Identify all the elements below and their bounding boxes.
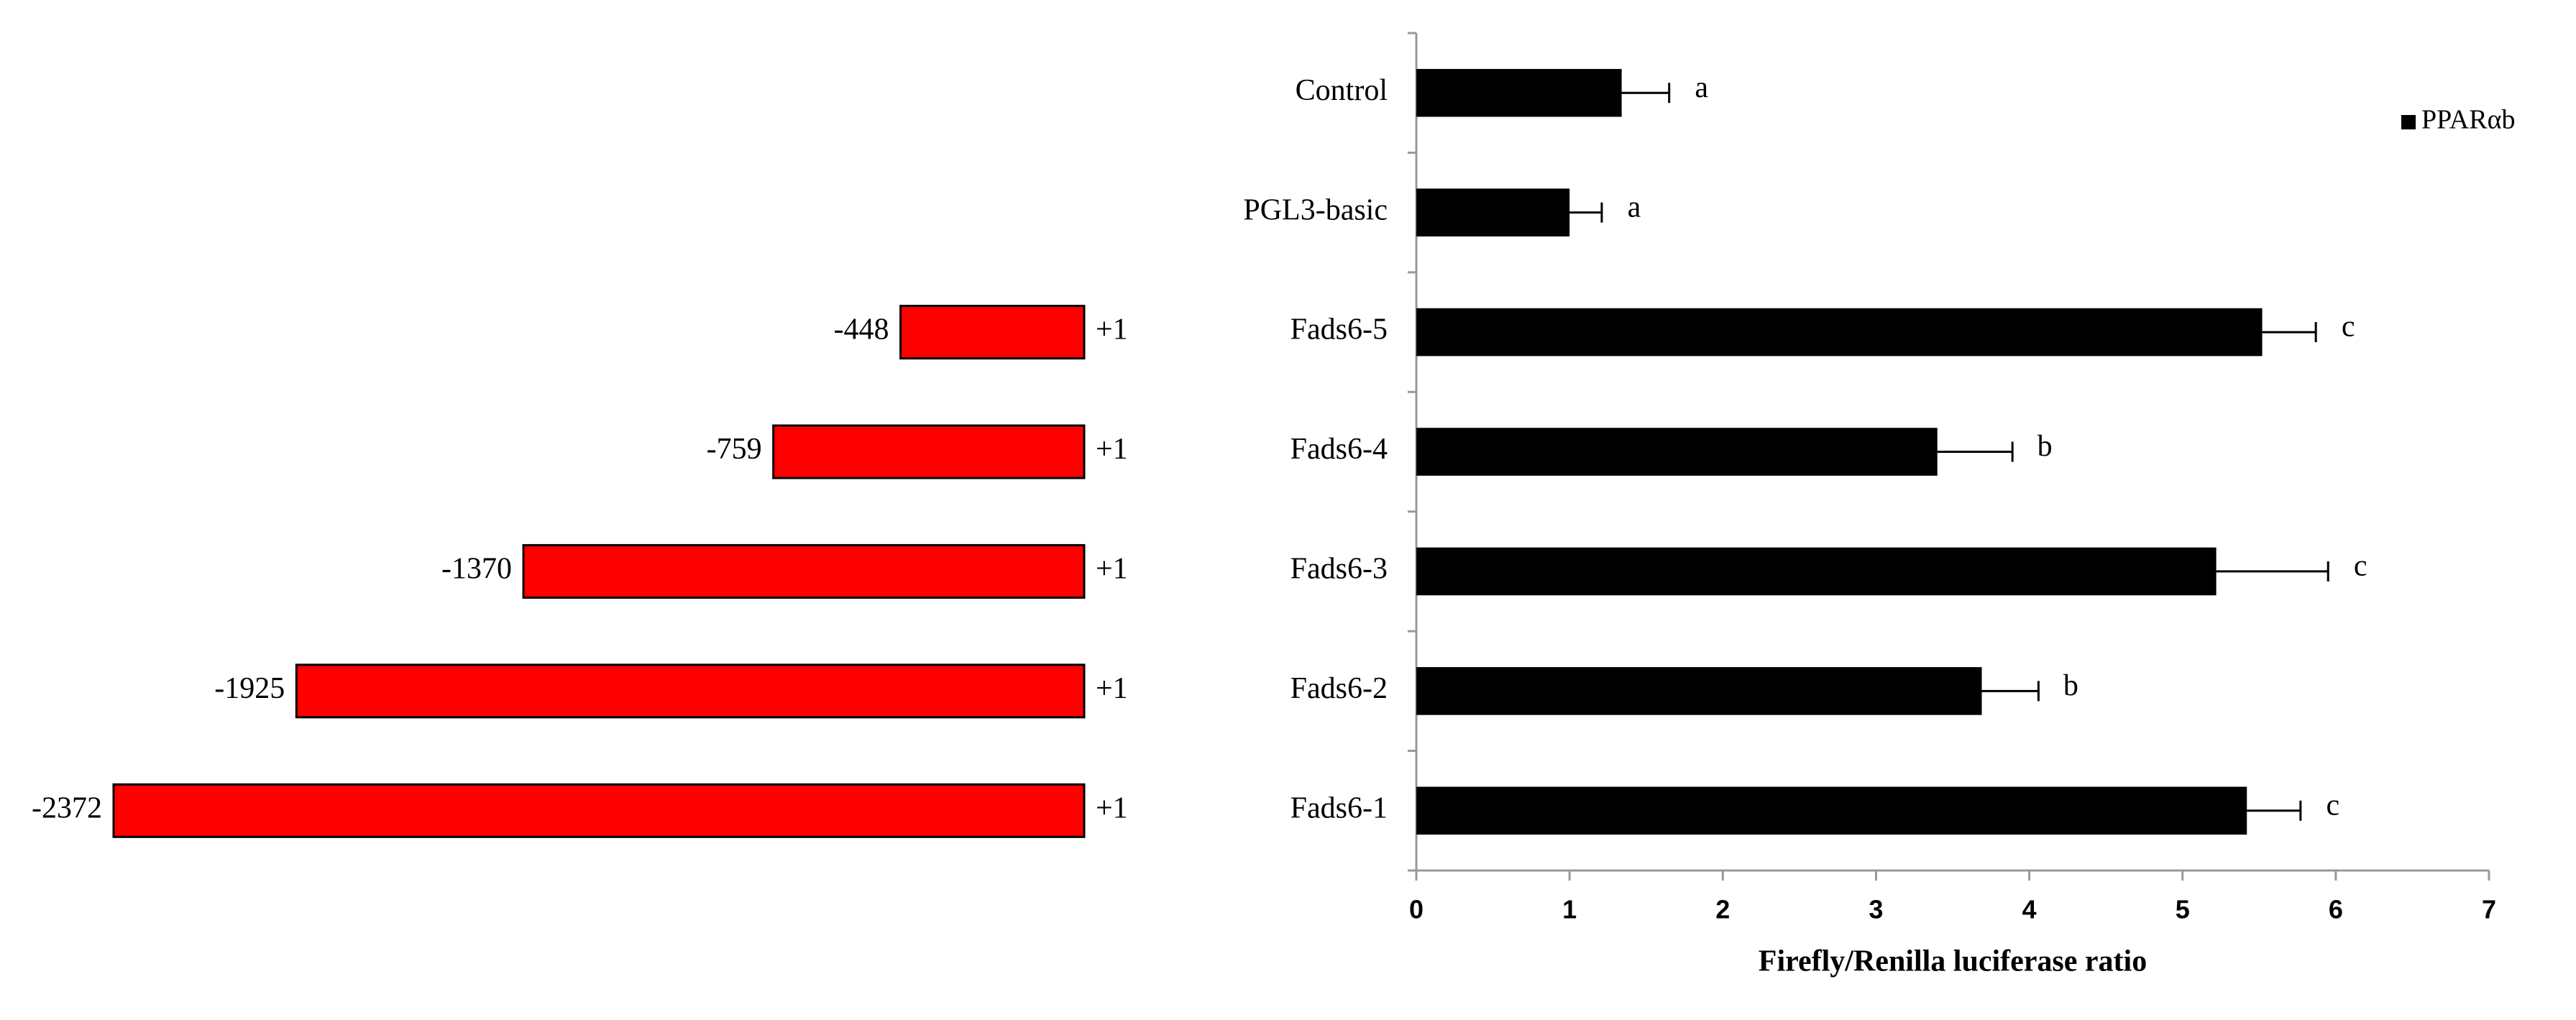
annotation: a (1695, 71, 1708, 104)
error-bar (1981, 681, 2040, 702)
annotation: c (2327, 789, 2340, 822)
end-label: +1 (1096, 433, 1128, 466)
bar (1416, 188, 1570, 236)
bar (1416, 308, 2263, 357)
bar (1416, 428, 1938, 476)
bar (1416, 667, 1982, 715)
error-bar (2216, 561, 2329, 582)
x-tick-label: 4 (2022, 895, 2037, 924)
construct-bar (522, 543, 1086, 599)
end-label: +1 (1096, 791, 1128, 824)
start-label: -759 (707, 433, 762, 466)
construct-bar (112, 783, 1086, 838)
construct-bar (295, 663, 1086, 719)
x-tick-label: 0 (1409, 895, 1424, 924)
x-tick-label: 7 (2482, 895, 2496, 924)
error-bar (2262, 322, 2317, 343)
category-label: PGL3-basic (1243, 193, 1388, 226)
x-tick-label: 6 (2329, 895, 2343, 924)
end-label: +1 (1096, 672, 1128, 705)
annotation: a (1628, 190, 1641, 224)
error-bar (1569, 202, 1603, 223)
end-label: +1 (1096, 313, 1128, 346)
legend-swatch (2401, 115, 2416, 129)
error-bar (2247, 800, 2302, 821)
legend-label: PPARαb (2421, 105, 2515, 135)
annotation: c (2354, 550, 2368, 583)
category-label: Fads6-1 (1291, 791, 1388, 824)
x-tick-label: 3 (1869, 895, 1883, 924)
start-label: -448 (834, 313, 889, 346)
start-label: -1370 (441, 553, 512, 586)
construct-bar (772, 424, 1086, 479)
annotation: b (2063, 669, 2078, 702)
x-axis-title: Firefly/Renilla luciferase ratio (1759, 945, 2147, 978)
x-tick-label: 2 (1715, 895, 1730, 924)
construct-bar (899, 305, 1086, 360)
annotation: b (2038, 430, 2053, 463)
bar (1416, 786, 2247, 835)
start-label: -2372 (32, 791, 102, 824)
x-tick-label: 5 (2176, 895, 2190, 924)
category-label: Fads6-5 (1291, 313, 1388, 346)
end-label: +1 (1096, 553, 1128, 586)
category-label: Fads6-2 (1291, 672, 1388, 705)
bar (1416, 68, 1622, 117)
error-bar (1621, 83, 1671, 104)
category-label: Fads6-4 (1291, 433, 1388, 466)
category-label: Fads6-3 (1291, 553, 1388, 586)
error-bar (1937, 441, 2014, 462)
annotation: c (2342, 311, 2355, 344)
category-label: Control (1296, 74, 1388, 107)
bar (1416, 547, 2217, 596)
x-tick-label: 1 (1562, 895, 1577, 924)
start-label: -1925 (214, 672, 285, 705)
